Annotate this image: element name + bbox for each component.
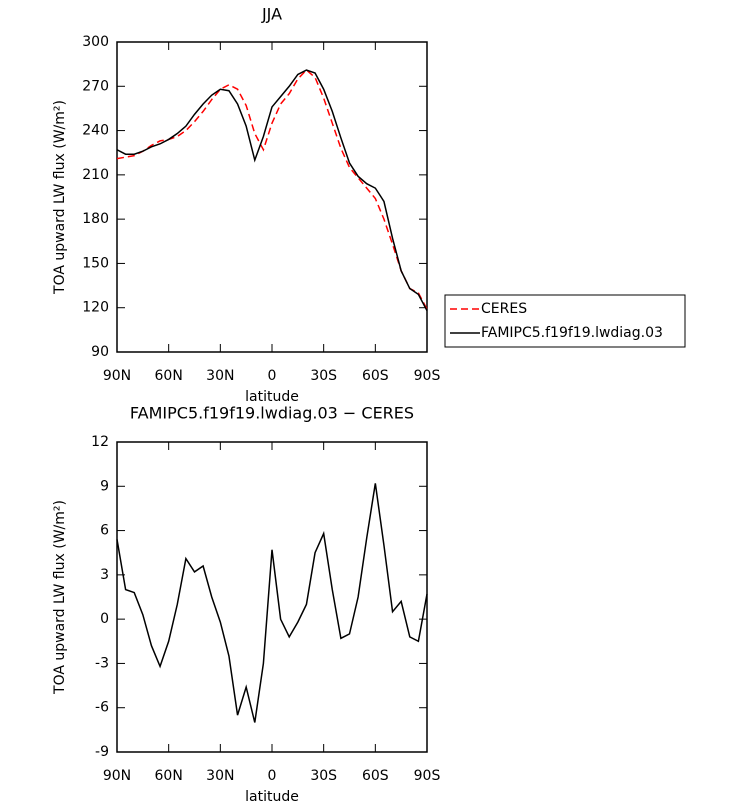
x-tick-label: 30S (310, 768, 337, 784)
y-tick-label: -6 (95, 700, 109, 716)
chart-title: JJA (261, 5, 282, 24)
legend-box (444, 294, 686, 348)
x-tick-label: 90S (414, 368, 441, 384)
x-tick-label: 60N (155, 368, 183, 384)
plot-frame (116, 441, 428, 753)
x-axis-label: latitude (245, 789, 299, 805)
y-tick-label: -9 (95, 744, 109, 760)
x-tick-label: 30N (206, 768, 234, 784)
x-tick-label: 60S (362, 368, 389, 384)
y-tick-label: 240 (82, 123, 109, 139)
data-line (116, 483, 428, 723)
y-tick-label: 150 (82, 255, 109, 271)
y-tick-label: 300 (82, 34, 109, 50)
y-tick-label: 0 (100, 611, 109, 627)
x-axis-label: latitude (245, 389, 299, 405)
x-tick-label: 90N (103, 768, 131, 784)
x-tick-label: 60S (362, 768, 389, 784)
x-tick-label: 0 (268, 368, 277, 384)
y-tick-label: 120 (82, 300, 109, 316)
y-tick-label: 6 (100, 523, 109, 539)
legend-label: CERES (481, 301, 527, 317)
y-axis-label: TOA upward LW flux (W/m²) (52, 100, 68, 295)
data-line (116, 69, 428, 312)
chart-title: FAMIPC5.f19f19.lwdiag.03 − CERES (130, 404, 414, 423)
y-tick-label: -3 (95, 655, 109, 671)
y-tick-label: 12 (91, 434, 109, 450)
x-tick-label: 0 (268, 768, 277, 784)
y-tick-label: 9 (100, 478, 109, 494)
y-tick-label: 180 (82, 211, 109, 227)
y-tick-label: 210 (82, 167, 109, 183)
x-tick-label: 90S (414, 768, 441, 784)
y-tick-label: 90 (91, 344, 109, 360)
y-tick-label: 270 (82, 78, 109, 94)
y-tick-label: 3 (100, 567, 109, 583)
x-tick-label: 30S (310, 368, 337, 384)
y-axis-label: TOA upward LW flux (W/m²) (52, 500, 68, 695)
x-tick-label: 90N (103, 368, 131, 384)
x-tick-label: 60N (155, 768, 183, 784)
x-tick-label: 30N (206, 368, 234, 384)
legend-label: FAMIPC5.f19f19.lwdiag.03 (481, 325, 663, 341)
